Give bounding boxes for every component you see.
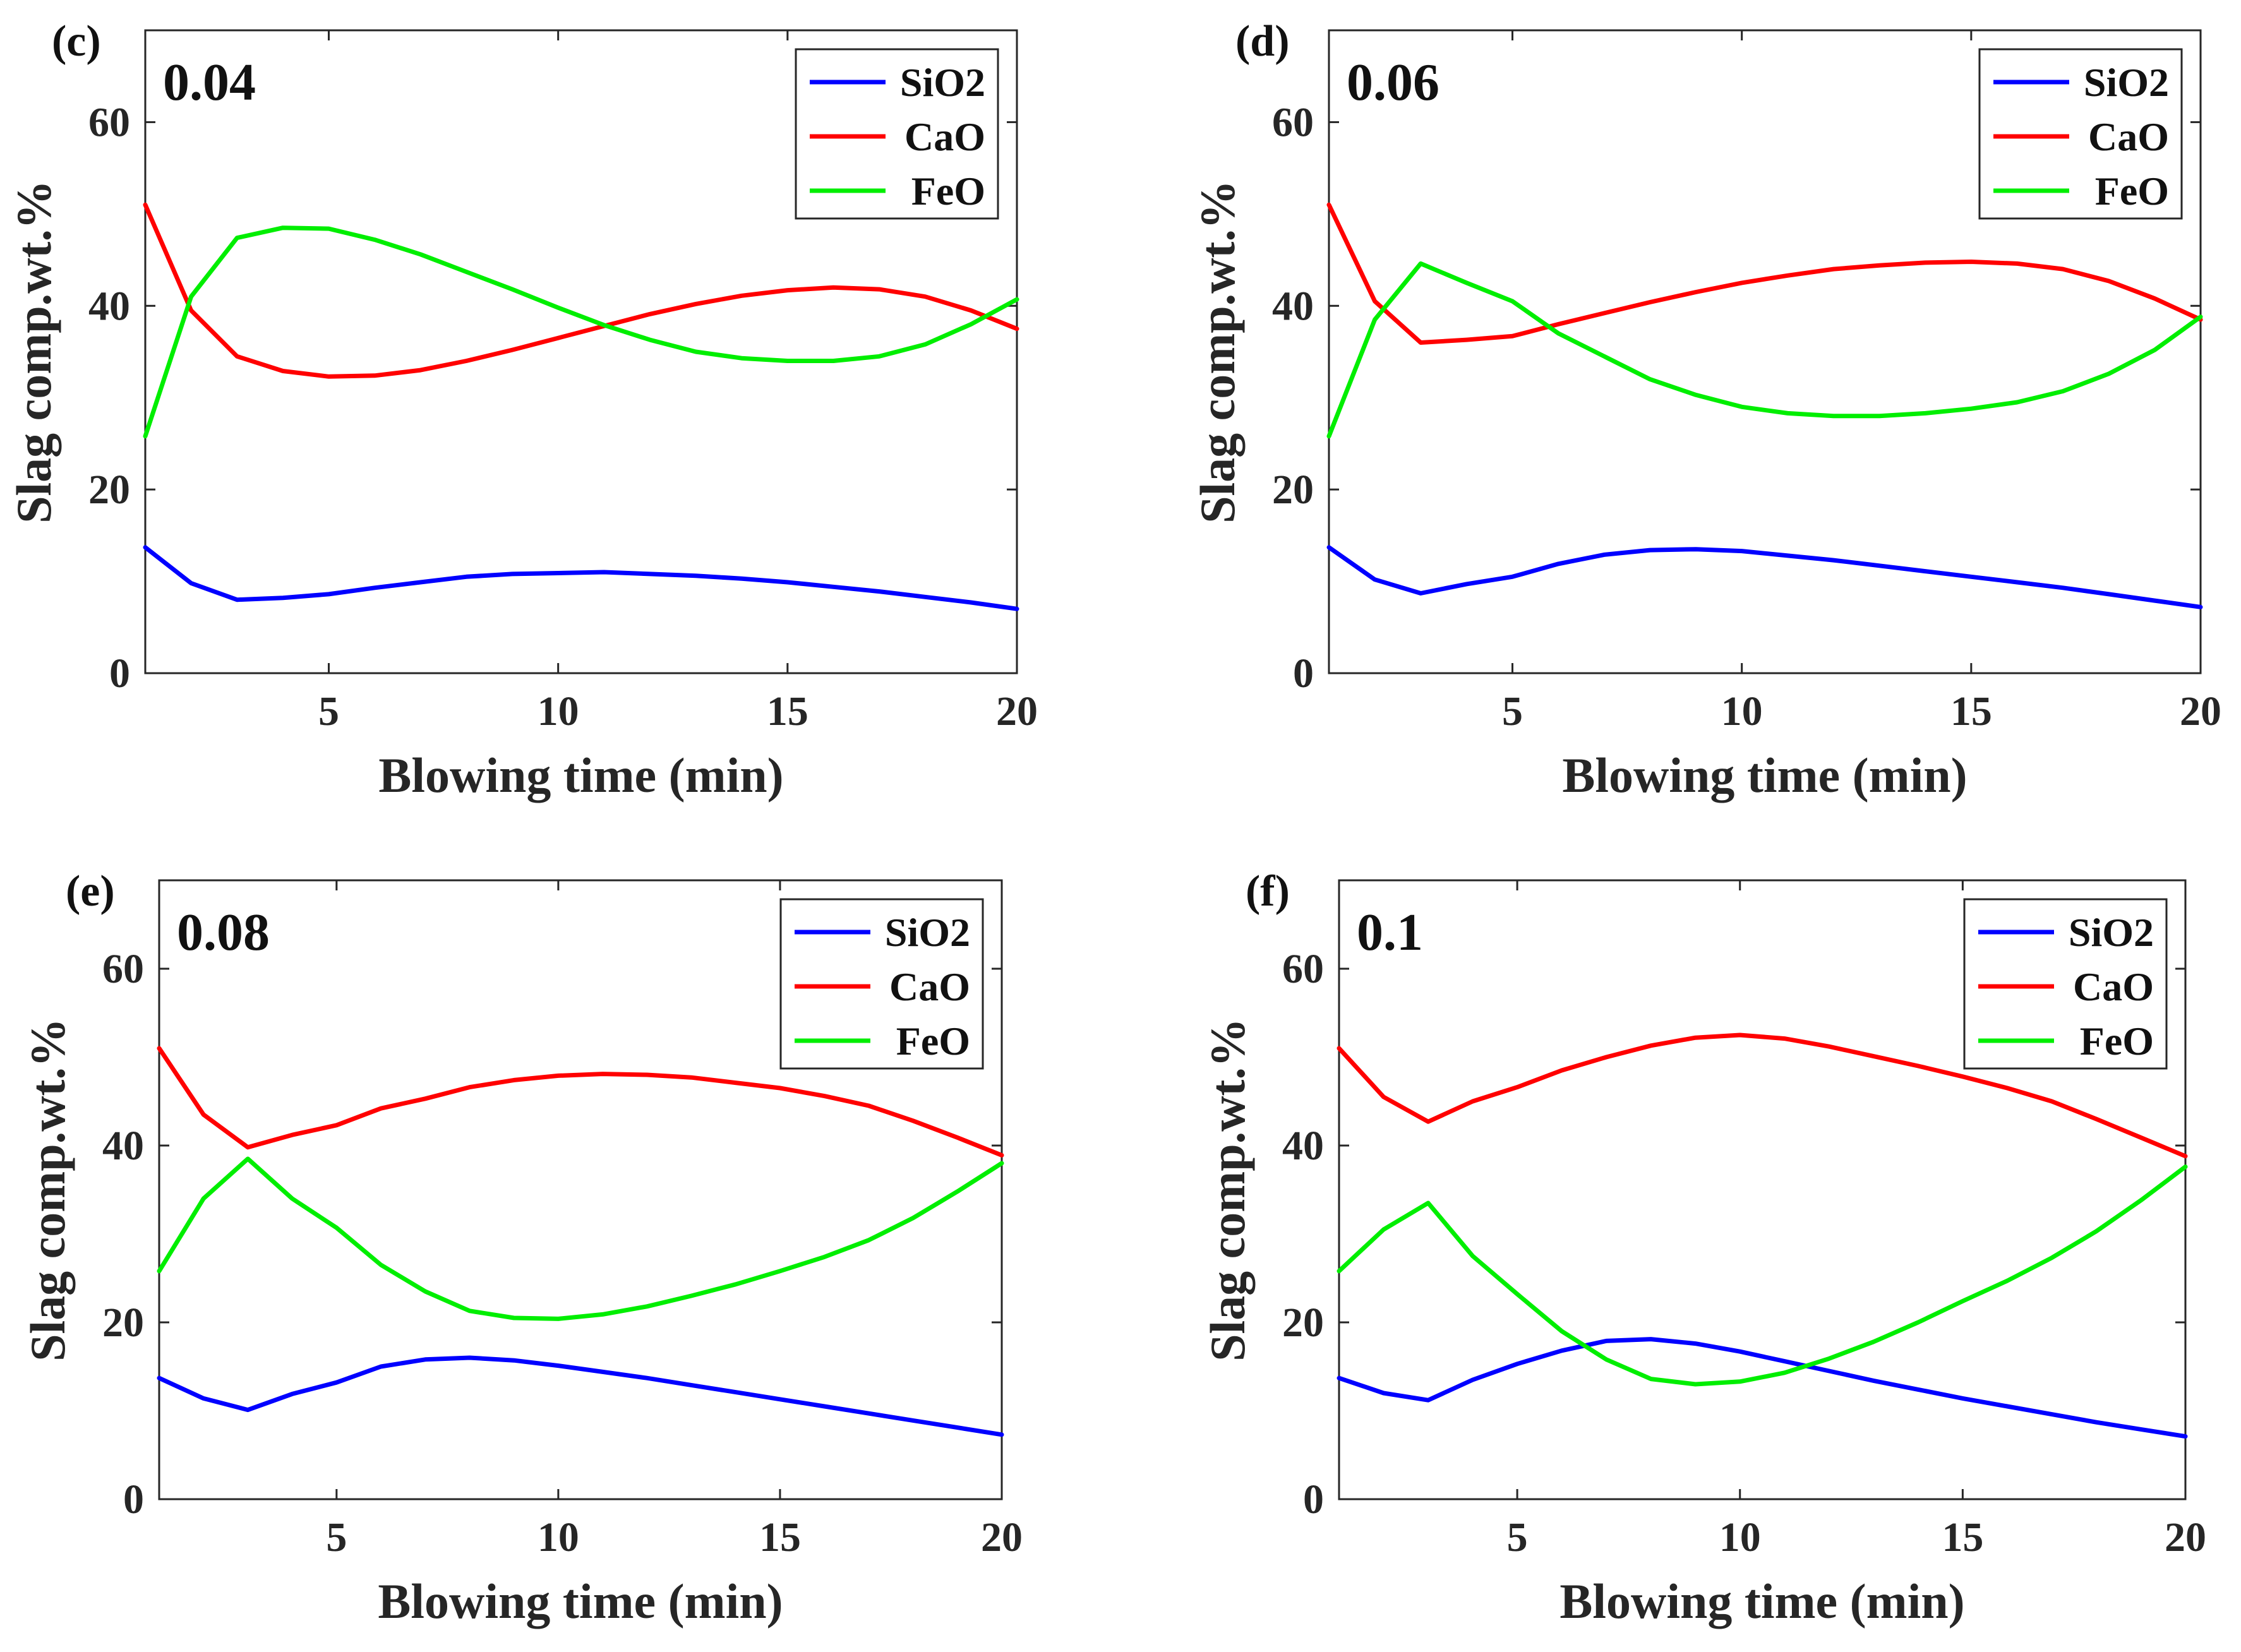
series-line-feo xyxy=(143,225,1019,439)
chart-panel: 0 20 40 60 5 10 15 20 Blowing time (min) Slag com… xyxy=(6,17,1038,803)
y-tick-label: 60 xyxy=(1282,946,1324,992)
legend-label: SiO2 xyxy=(2069,910,2154,955)
x-tick-label: 15 xyxy=(767,688,808,734)
y-tick-label: 20 xyxy=(88,467,130,513)
y-tick-label: 0 xyxy=(109,650,130,697)
legend-label: CaO xyxy=(2073,964,2154,1009)
x-tick-label: 15 xyxy=(759,1514,801,1560)
legend: SiO2 CaO FeO xyxy=(779,898,984,1070)
x-axis-label: Blowing time (min) xyxy=(378,1574,783,1629)
y-axis-label: Slag comp.wt.% xyxy=(1190,180,1245,524)
x-tick-label: 20 xyxy=(981,1514,1023,1560)
legend-label: FeO xyxy=(2095,169,2169,213)
legend: SiO2 CaO FeO xyxy=(1978,48,2183,220)
x-tick-label: 10 xyxy=(1719,1514,1761,1560)
legend-label: FeO xyxy=(2080,1019,2154,1063)
x-tick-label: 5 xyxy=(326,1514,347,1560)
y-tick-label: 40 xyxy=(88,283,130,329)
series-line-cao xyxy=(143,202,1019,379)
x-tick-label: 15 xyxy=(1942,1514,1983,1560)
series-line-sio2 xyxy=(1326,545,2203,609)
legend-label: SiO2 xyxy=(885,910,970,955)
series-line-sio2 xyxy=(157,1355,1004,1437)
chart-panel: 0 20 40 60 5 10 15 20 Blowing time (min) Slag com… xyxy=(1190,17,2221,803)
x-axis-label: Blowing time (min) xyxy=(1559,1574,1964,1629)
series-line-feo xyxy=(1337,1164,2188,1387)
y-tick-label: 0 xyxy=(1293,650,1314,697)
panel-letter: (c) xyxy=(52,17,101,66)
y-axis-label: Slag comp.wt.% xyxy=(20,1018,75,1362)
series-line-cao xyxy=(1337,1032,2188,1159)
y-tick-label: 60 xyxy=(1272,99,1314,145)
x-tick-label: 20 xyxy=(2165,1514,2206,1560)
legend: SiO2 CaO FeO xyxy=(795,48,999,220)
legend-label: FeO xyxy=(896,1019,970,1063)
x-tick-label: 10 xyxy=(1721,688,1763,734)
plot-frame xyxy=(144,29,1018,674)
series-line-cao xyxy=(1326,202,2203,345)
y-axis-label: Slag comp.wt.% xyxy=(6,180,61,524)
panel-letter: (e) xyxy=(66,867,115,916)
legend-box xyxy=(1963,898,2168,1070)
x-tick-label: 10 xyxy=(538,1514,579,1560)
plot-frame xyxy=(1328,29,2202,674)
x-tick-label: 15 xyxy=(1950,688,1992,734)
panel-letter: (f) xyxy=(1246,867,1290,916)
x-axis-label: Blowing time (min) xyxy=(1562,748,1967,803)
plot-frame xyxy=(158,879,1003,1500)
panel-value: 0.04 xyxy=(163,53,256,112)
panel-value: 0.1 xyxy=(1357,903,1423,962)
y-tick-label: 20 xyxy=(1282,1300,1324,1346)
x-tick-label: 20 xyxy=(996,688,1038,734)
y-tick-label: 0 xyxy=(123,1476,144,1523)
chart-panel: 0 20 40 60 5 10 15 20 Blowing time (min) Slag com… xyxy=(20,867,1023,1629)
y-tick-label: 60 xyxy=(88,99,130,145)
panel-value: 0.06 xyxy=(1347,53,1439,112)
legend-label: SiO2 xyxy=(2084,60,2169,105)
x-tick-label: 10 xyxy=(538,688,579,734)
plot-frame xyxy=(1338,879,2187,1500)
y-tick-label: 60 xyxy=(102,946,144,992)
x-tick-label: 5 xyxy=(318,688,339,734)
y-tick-label: 0 xyxy=(1303,1476,1324,1523)
series-line-cao xyxy=(157,1046,1004,1158)
panel-value: 0.08 xyxy=(177,903,270,962)
legend-label: SiO2 xyxy=(900,60,985,105)
legend: SiO2 CaO FeO xyxy=(1963,898,2168,1070)
panel-letter: (d) xyxy=(1235,17,1290,66)
x-tick-label: 5 xyxy=(1502,688,1523,734)
x-tick-label: 5 xyxy=(1507,1514,1528,1560)
y-axis-label: Slag comp.wt.% xyxy=(1200,1018,1255,1362)
y-tick-label: 20 xyxy=(102,1300,144,1346)
x-tick-label: 20 xyxy=(2180,688,2221,734)
legend-label: CaO xyxy=(2088,114,2169,159)
chart-panel: 0 20 40 60 5 10 15 20 Blowing time (min) Slag com… xyxy=(1200,867,2206,1629)
legend-label: FeO xyxy=(911,169,985,213)
legend-label: CaO xyxy=(889,964,970,1009)
y-tick-label: 40 xyxy=(1272,283,1314,329)
legend-label: CaO xyxy=(904,114,985,159)
series-line-sio2 xyxy=(143,545,1019,611)
y-tick-label: 40 xyxy=(102,1123,144,1169)
y-tick-label: 40 xyxy=(1282,1123,1324,1169)
series-line-feo xyxy=(1326,261,2203,439)
series-line-feo xyxy=(157,1156,1004,1321)
series-line-sio2 xyxy=(1337,1337,2188,1439)
x-axis-label: Blowing time (min) xyxy=(378,748,783,803)
y-tick-label: 20 xyxy=(1272,467,1314,513)
